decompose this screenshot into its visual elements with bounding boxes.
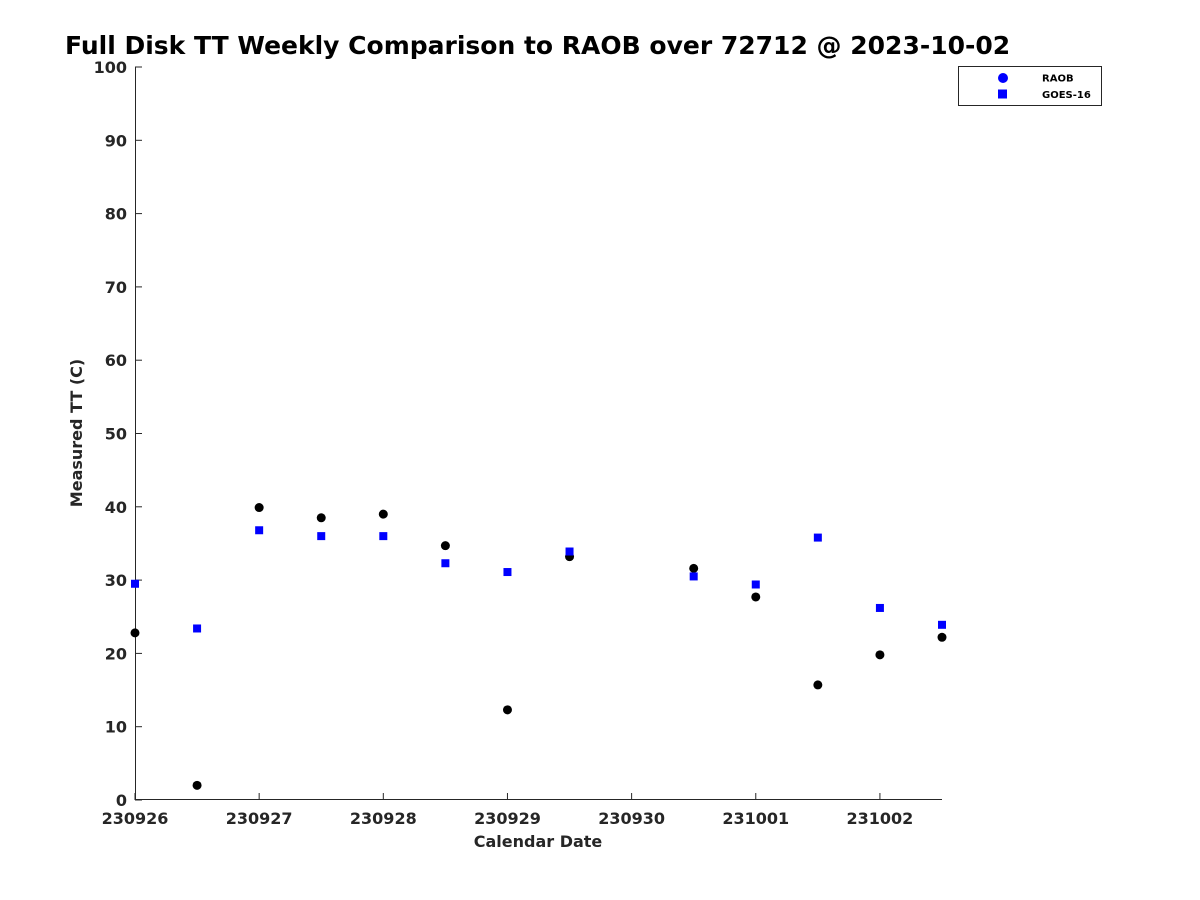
legend-label-raob: RAOB <box>1042 74 1074 85</box>
y-tick-label: 100 <box>94 58 127 77</box>
series-goes16 <box>131 526 946 633</box>
y-tick-label: 10 <box>105 718 127 737</box>
raob-point <box>316 513 326 523</box>
goes16-point <box>441 559 450 568</box>
goes16-point <box>938 620 946 629</box>
y-tick-label: 60 <box>105 351 127 370</box>
y-tick-label: 40 <box>105 498 127 517</box>
raob-point <box>192 780 202 790</box>
y-tick-label: 90 <box>105 131 127 150</box>
y-axis-label: Measured TT (C) <box>67 359 86 507</box>
goes16-point <box>689 572 698 581</box>
legend-label-goes16: GOES-16 <box>1042 90 1091 101</box>
y-ticks: 0 10 20 30 40 50 60 70 80 90 100 <box>94 58 142 810</box>
goes16-point <box>503 568 512 577</box>
goes16-point <box>751 580 760 589</box>
x-tick-label: 230928 <box>350 809 417 828</box>
goes16-point <box>131 579 139 588</box>
goes16-point <box>255 526 264 535</box>
y-tick-label: 0 <box>116 791 127 810</box>
chart-title: Full Disk TT Weekly Comparison to RAOB o… <box>65 31 1010 60</box>
raob-point <box>440 541 450 551</box>
y-tick-label: 20 <box>105 644 127 663</box>
goes16-point <box>875 603 884 612</box>
x-tick-label: 230926 <box>102 809 169 828</box>
raob-point <box>875 650 885 660</box>
series-raob <box>130 503 947 790</box>
goes16-point <box>317 532 326 541</box>
raob-point <box>378 509 388 519</box>
raob-point <box>937 632 947 642</box>
x-tick-label: 230929 <box>474 809 541 828</box>
raob-point <box>502 705 512 715</box>
legend-box <box>958 66 1102 106</box>
x-tick-label: 231002 <box>847 809 914 828</box>
y-tick-label: 70 <box>105 278 127 297</box>
y-tick-label: 30 <box>105 571 127 590</box>
x-ticks: 230926 230927 230928 230929 230930 231001 2310… <box>102 793 914 828</box>
raob-point <box>130 628 140 638</box>
y-tick-label: 50 <box>105 425 127 444</box>
raob-point <box>813 680 823 690</box>
legend: RAOB GOES-16 <box>958 66 1102 106</box>
x-tick-label: 231001 <box>722 809 789 828</box>
goes16-point <box>813 533 822 542</box>
raob-point <box>751 592 761 602</box>
y-tick-label: 80 <box>105 205 127 224</box>
x-axis-label: Calendar Date <box>474 832 603 851</box>
series-layer <box>130 503 947 790</box>
legend-marker-goes16 <box>998 89 1007 99</box>
goes16-point <box>193 624 202 633</box>
x-tick-label: 230930 <box>598 809 665 828</box>
goes16-point <box>565 547 574 556</box>
goes16-point <box>379 532 388 541</box>
x-tick-label: 230927 <box>226 809 293 828</box>
legend-marker-raob <box>998 73 1008 83</box>
raob-point <box>254 503 264 513</box>
raob-point <box>689 563 699 573</box>
